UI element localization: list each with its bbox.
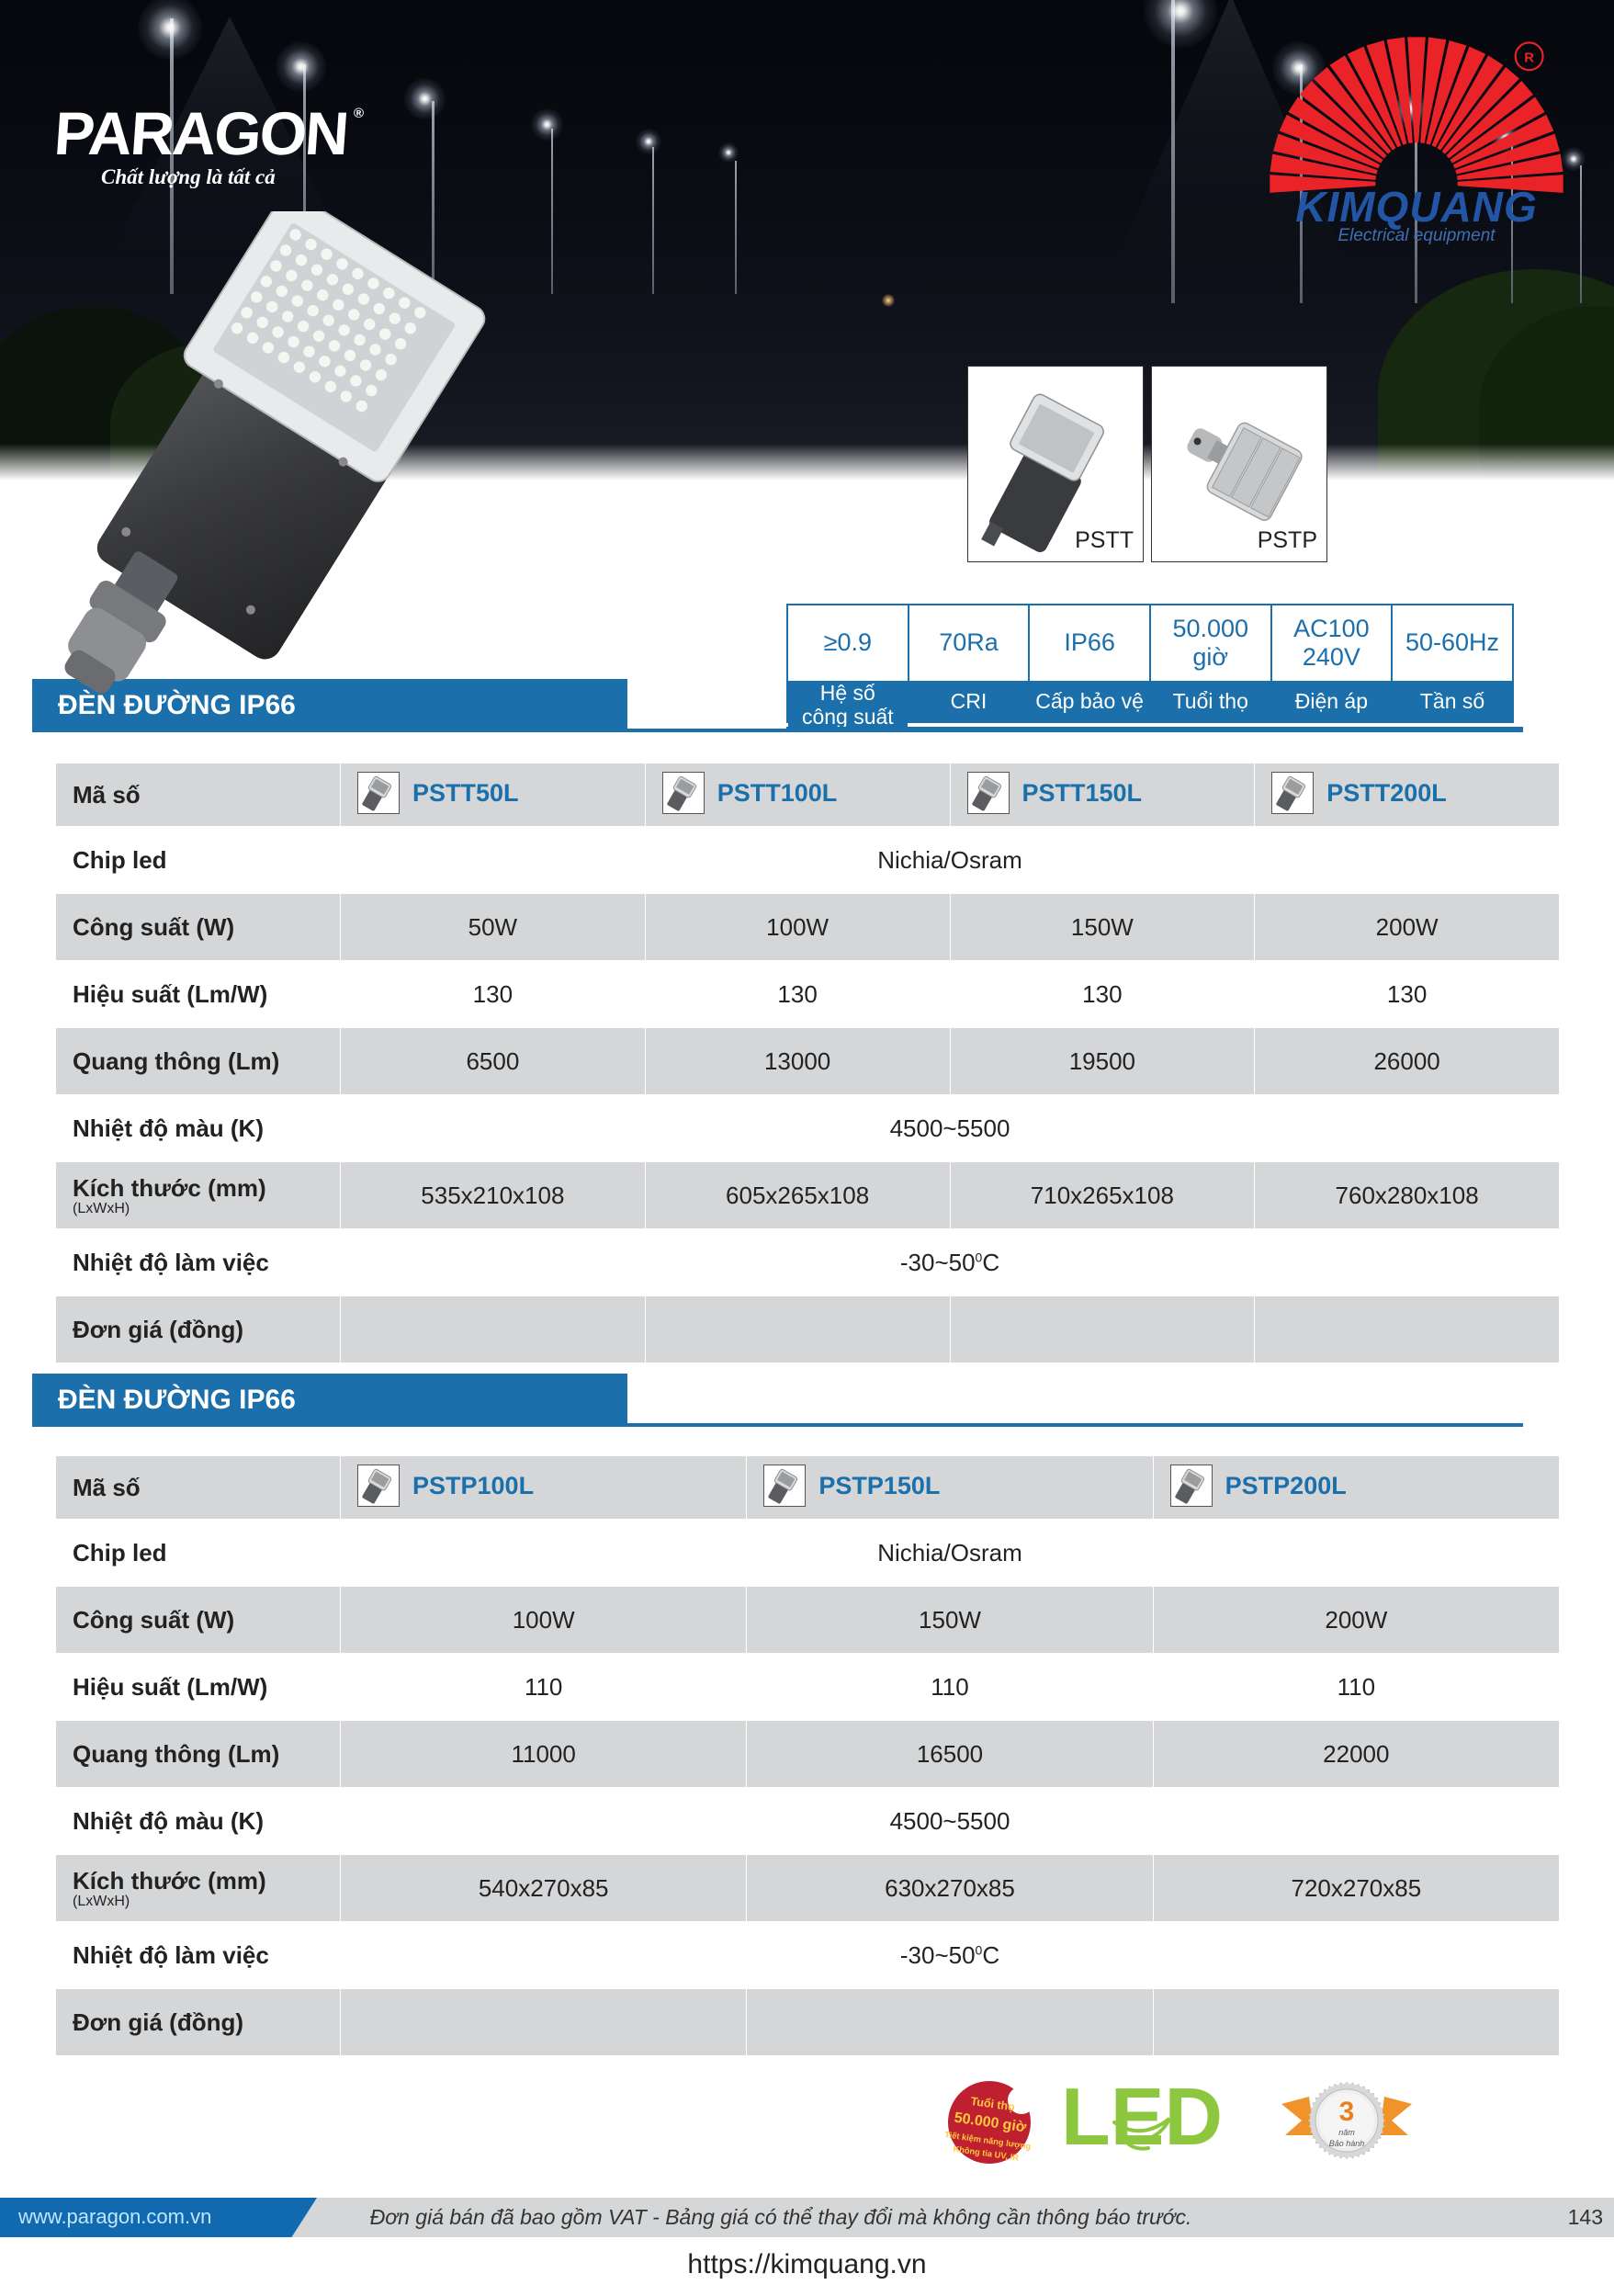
svg-text:Chất lượng là tất cả: Chất lượng là tất cả — [101, 165, 276, 188]
svg-text:3: 3 — [1339, 2097, 1355, 2127]
svg-text:Bảo hành: Bảo hành — [1329, 2139, 1365, 2148]
svg-text:PARAGON: PARAGON — [57, 100, 349, 168]
svg-text:năm: năm — [1338, 2128, 1355, 2137]
svg-text:®: ® — [354, 106, 364, 121]
svg-text:R: R — [1524, 51, 1534, 66]
